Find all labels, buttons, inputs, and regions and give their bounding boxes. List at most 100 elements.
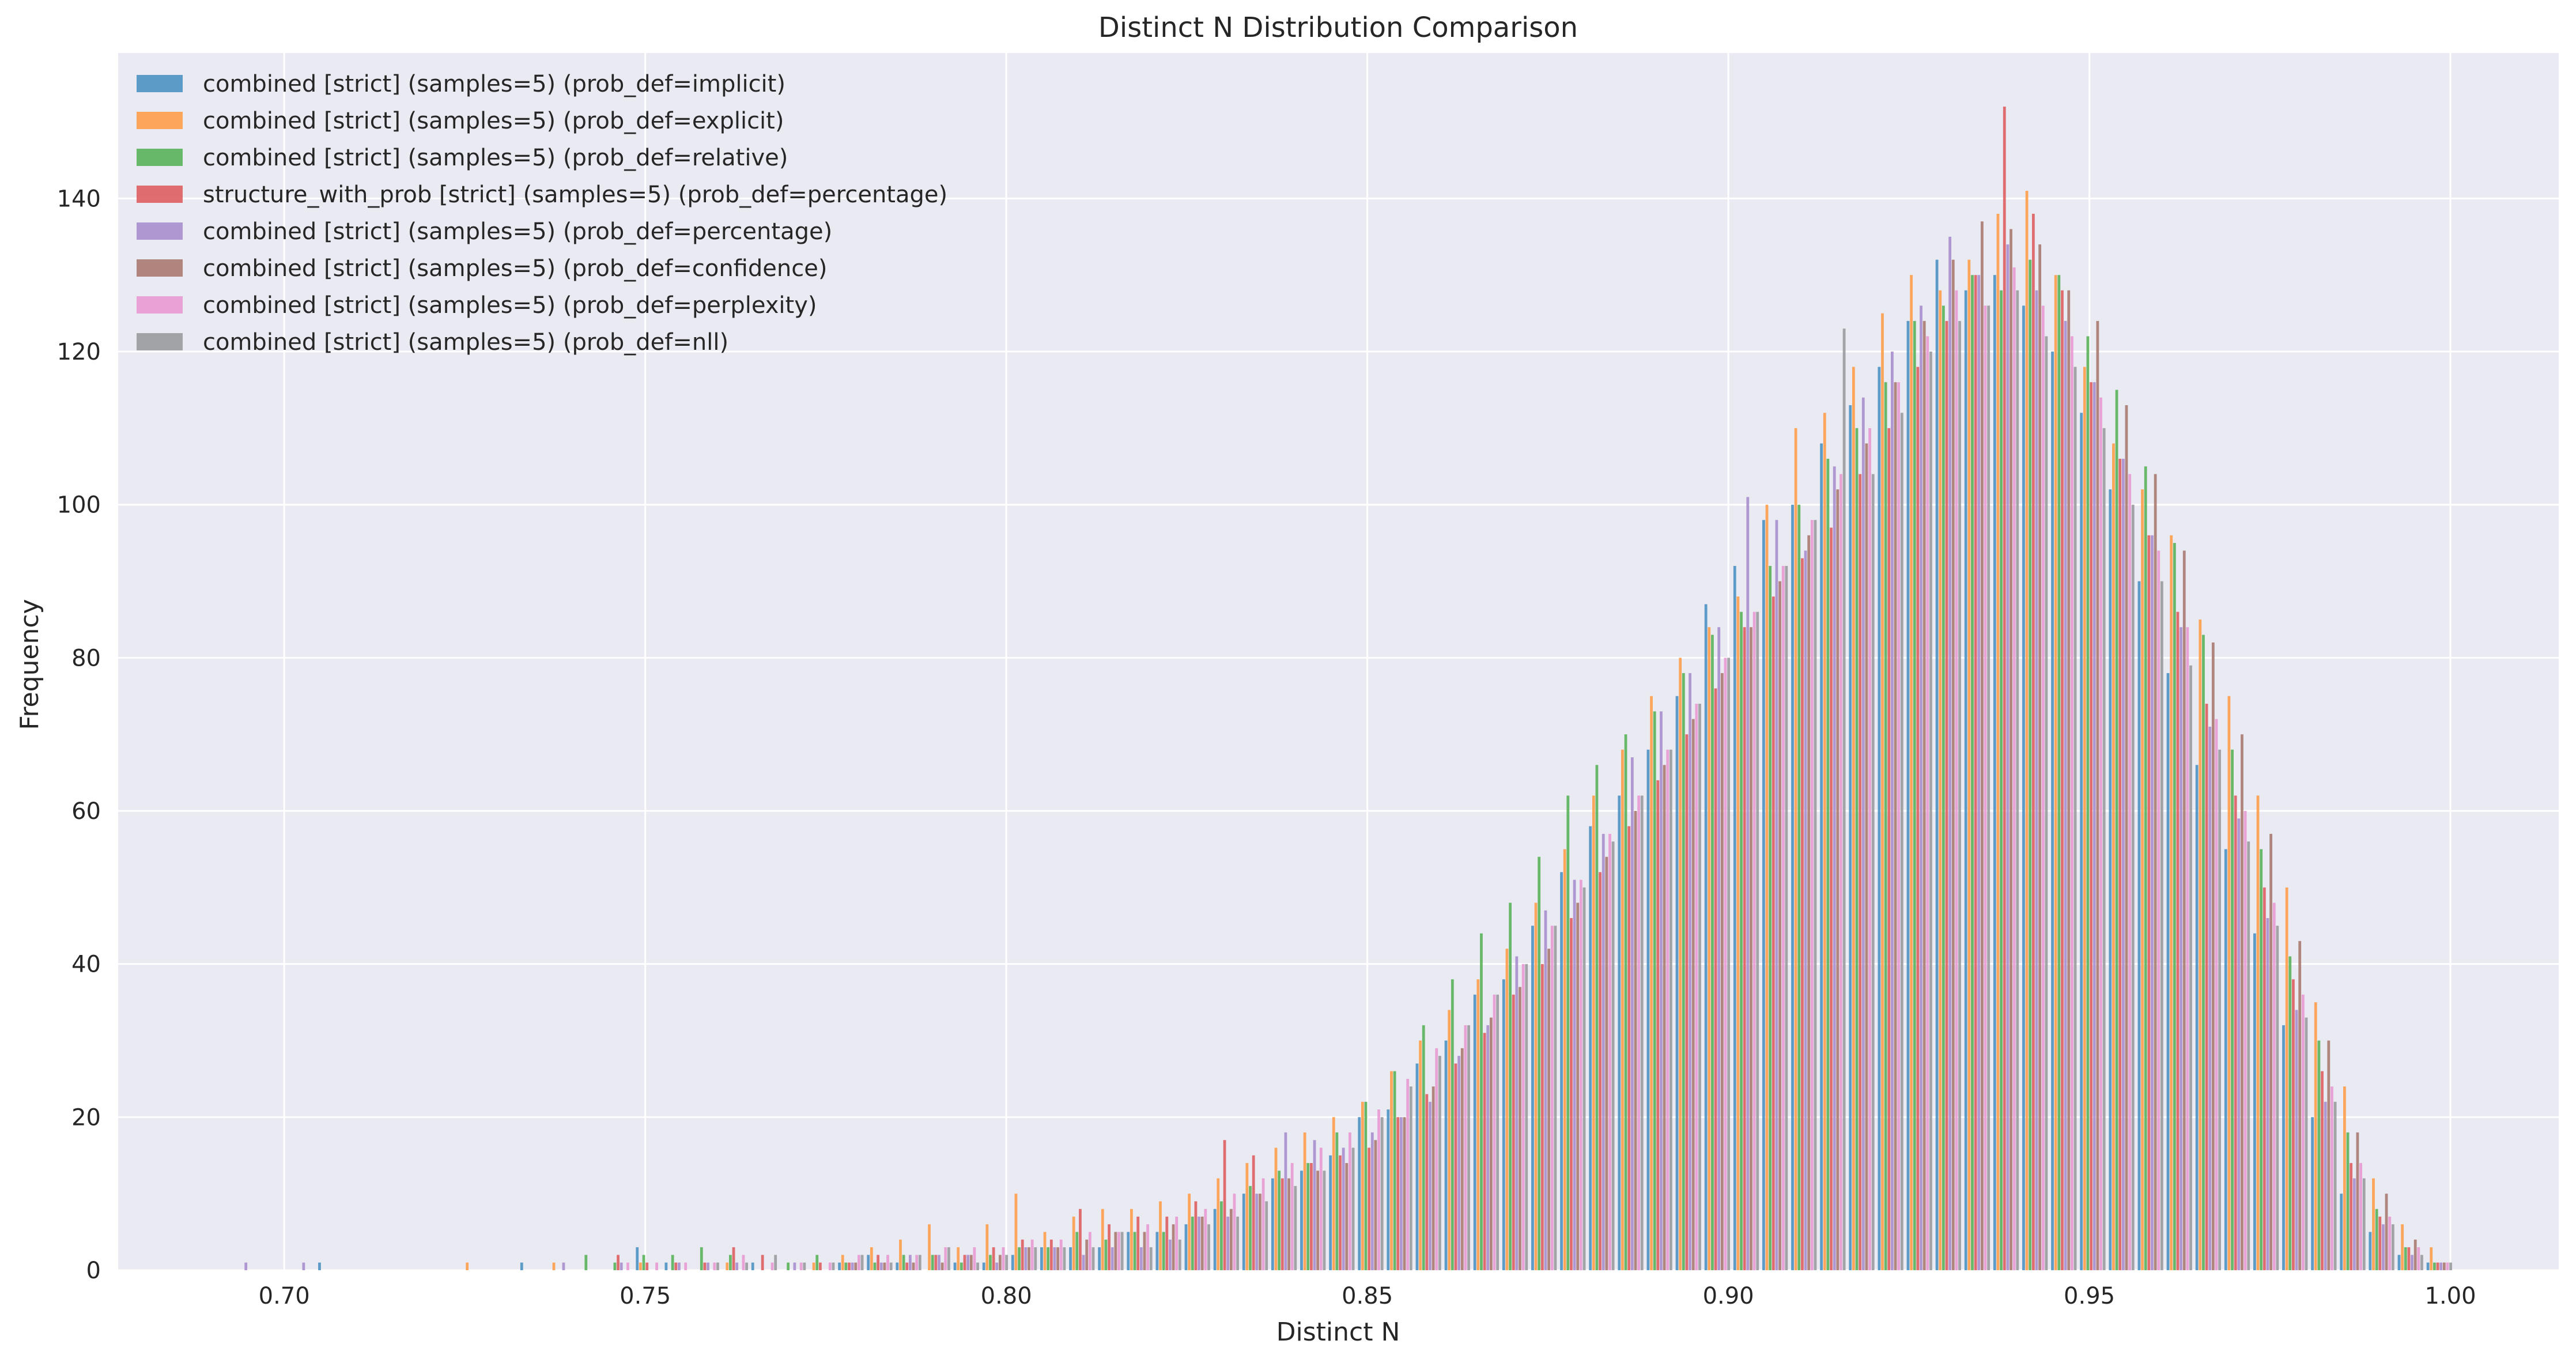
histogram-bar [1339, 1155, 1342, 1270]
histogram-bar [1114, 1232, 1117, 1270]
histogram-bar [858, 1255, 860, 1270]
histogram-bar [1708, 627, 1711, 1270]
histogram-bar [1370, 1132, 1374, 1270]
histogram-bar [1720, 673, 1724, 1270]
histogram-bar [1024, 1247, 1028, 1270]
histogram-bar [1711, 635, 1714, 1270]
histogram-bar [2314, 1002, 2317, 1270]
histogram-bar [1601, 833, 1605, 1270]
histogram-bar [2292, 979, 2295, 1270]
histogram-bar [1750, 627, 1752, 1270]
histogram-bar [1691, 719, 1695, 1270]
histogram-bar [1480, 933, 1483, 1270]
histogram-bar [1781, 565, 1785, 1271]
histogram-bar [2112, 443, 2115, 1271]
histogram-bar [1814, 520, 1817, 1270]
histogram-bar [1242, 1194, 1245, 1270]
histogram-bar [953, 1262, 957, 1270]
legend-label: combined [strict] (samples=5) (prob_def=… [203, 329, 728, 356]
histogram-bar [2215, 719, 2218, 1270]
histogram-bar [1139, 1247, 1143, 1270]
histogram-bar [1769, 565, 1772, 1271]
histogram-bar [1063, 1247, 1066, 1270]
histogram-bar [645, 1262, 649, 1270]
histogram-bar [1454, 1063, 1457, 1270]
histogram-bar [2038, 244, 2042, 1271]
histogram-bar [1724, 658, 1727, 1270]
histogram-bar [1310, 1163, 1313, 1270]
histogram-bar [751, 1262, 754, 1270]
histogram-bar [2173, 543, 2176, 1270]
histogram-bar [2241, 734, 2243, 1270]
histogram-bar [2160, 581, 2163, 1270]
histogram-bar [1069, 1247, 1072, 1270]
histogram-bar [2305, 1017, 2308, 1270]
histogram-bar [799, 1262, 803, 1270]
histogram-bar [2442, 1262, 2446, 1270]
histogram-bar [1916, 367, 1920, 1270]
histogram-bar [2144, 466, 2147, 1270]
legend-label: combined [strict] (samples=5) (prob_def=… [203, 255, 827, 282]
legend: combined [strict] (samples=5) (prob_def=… [137, 71, 947, 356]
histogram-bar [2186, 627, 2189, 1270]
histogram-bar [1306, 1163, 1310, 1270]
histogram-bar [2180, 627, 2182, 1270]
histogram-bar [1544, 910, 1547, 1270]
histogram-bar [1217, 1178, 1220, 1270]
histogram-bar [2054, 275, 2057, 1271]
histogram-bar [684, 1262, 688, 1270]
histogram-bar [1457, 1056, 1461, 1270]
histogram-bar [2121, 459, 2125, 1270]
histogram-bar [1175, 1217, 1179, 1270]
histogram-bar [1785, 565, 1788, 1271]
histogram-bar [1666, 749, 1670, 1270]
histogram-bar [1608, 833, 1611, 1270]
histogram-bar [1570, 918, 1573, 1270]
histogram-bar [2369, 1232, 2372, 1270]
histogram-bar [1473, 994, 1476, 1270]
histogram-bar [1265, 1201, 1268, 1270]
histogram-bar [1415, 1063, 1419, 1270]
histogram-bar [944, 1247, 947, 1270]
histogram-bar [998, 1255, 1002, 1270]
histogram-bar [2025, 191, 2029, 1271]
histogram-bar [2404, 1247, 2407, 1270]
series-1-bars [466, 191, 2433, 1271]
histogram-bar [2243, 811, 2247, 1270]
histogram-bar [2115, 390, 2118, 1271]
legend-label: combined [strict] (samples=5) (prob_def=… [203, 71, 785, 97]
histogram-bar [1387, 1109, 1390, 1270]
histogram-bar [1431, 1086, 1435, 1270]
histogram-bar [1255, 1194, 1259, 1270]
histogram-bar [1627, 826, 1631, 1270]
histogram-bar [1021, 1239, 1024, 1270]
histogram-bar [1496, 994, 1499, 1270]
histogram-bar [1859, 474, 1862, 1270]
histogram-bar [1261, 1178, 1265, 1270]
histogram-bar [2092, 382, 2096, 1271]
histogram-bar [1801, 558, 1804, 1271]
histogram-bar [1576, 903, 1580, 1270]
histogram-bar [1842, 329, 1846, 1271]
histogram-bar [1900, 413, 1903, 1270]
histogram-bar [1303, 1132, 1306, 1270]
histogram-bar [1939, 290, 1942, 1270]
histogram-bar [2231, 749, 2234, 1270]
histogram-bar [1512, 994, 1515, 1270]
histogram-bar [2003, 106, 2006, 1271]
histogram-bar [2359, 1163, 2362, 1270]
histogram-bar [931, 1255, 934, 1270]
legend-swatch [137, 259, 183, 277]
histogram-bar [1207, 1224, 1210, 1270]
histogram-bar [1910, 275, 1913, 1271]
histogram-bar [1043, 1232, 1047, 1270]
histogram-bar [848, 1262, 851, 1270]
histogram-bar [989, 1255, 992, 1270]
y-tick-label: 140 [57, 186, 101, 212]
histogram-bar [2282, 1025, 2285, 1270]
histogram-bar [1685, 734, 1689, 1270]
legend-label: combined [strict] (samples=5) (prob_def=… [203, 292, 817, 319]
histogram-bar [2433, 1262, 2436, 1270]
histogram-bar [2147, 535, 2151, 1270]
histogram-bar [973, 1247, 976, 1270]
